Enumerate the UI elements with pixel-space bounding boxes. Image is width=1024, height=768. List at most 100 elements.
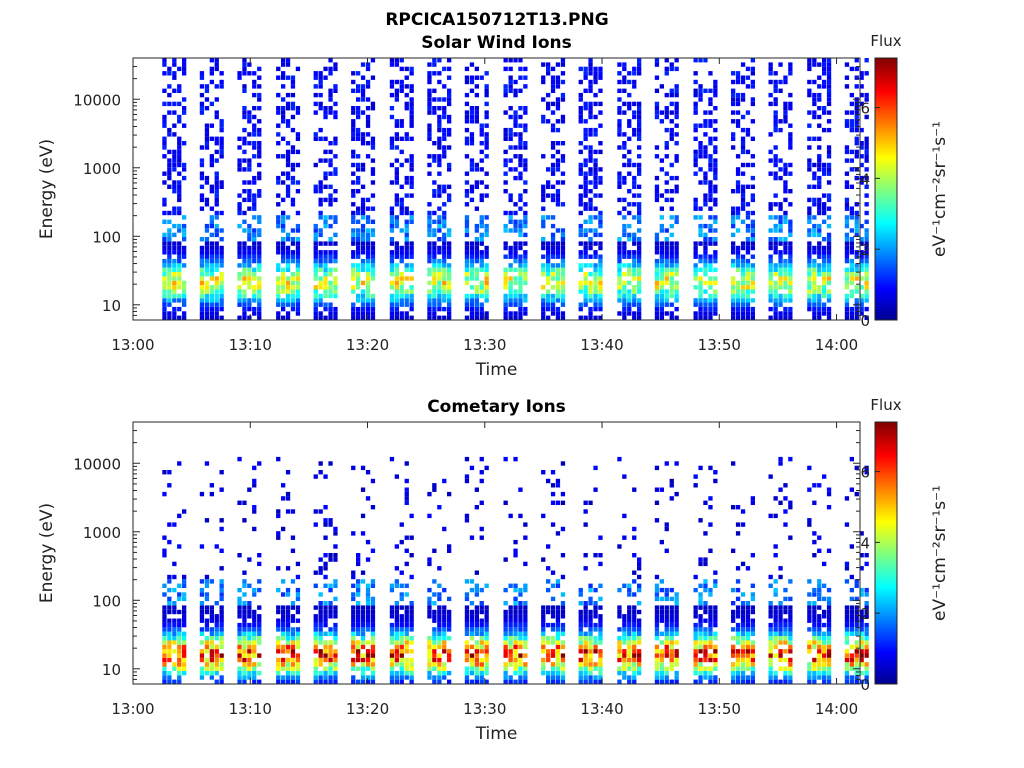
heatmap-cell bbox=[409, 513, 414, 519]
heatmap-cell bbox=[674, 106, 679, 111]
heatmap-cell bbox=[637, 110, 642, 115]
heatmap-cell bbox=[484, 223, 489, 229]
heatmap-cell bbox=[578, 263, 583, 268]
heatmap-cell bbox=[518, 627, 523, 632]
heatmap-cell bbox=[864, 280, 869, 286]
heatmap-cell bbox=[399, 649, 404, 654]
heatmap-cell bbox=[812, 215, 817, 220]
heatmap-cell bbox=[484, 272, 489, 277]
heatmap-cell bbox=[219, 605, 224, 610]
heatmap-cell bbox=[209, 293, 214, 299]
heatmap-cell bbox=[788, 263, 793, 268]
heatmap-cell bbox=[365, 123, 371, 128]
heatmap-cell bbox=[555, 636, 561, 641]
heatmap-cell bbox=[703, 298, 708, 303]
heatmap-cell bbox=[560, 298, 566, 303]
heatmap-cell bbox=[172, 154, 177, 159]
heatmap-cell bbox=[464, 276, 470, 281]
heatmap-cell bbox=[698, 627, 703, 632]
heatmap-cell bbox=[674, 141, 679, 146]
heatmap-cell bbox=[257, 553, 262, 558]
heatmap-cell bbox=[370, 141, 376, 146]
heatmap-cell bbox=[177, 622, 182, 628]
heatmap-cell bbox=[555, 263, 561, 268]
heatmap-cell bbox=[204, 180, 210, 185]
heatmap-cell bbox=[731, 298, 736, 303]
heatmap-cell bbox=[503, 210, 508, 216]
heatmap-cell bbox=[313, 254, 318, 259]
heatmap-cell bbox=[583, 75, 588, 80]
heatmap-cell bbox=[503, 662, 508, 667]
heatmap-cell bbox=[812, 110, 817, 115]
heatmap-cell bbox=[162, 171, 167, 176]
heatmap-cell bbox=[713, 662, 718, 667]
heatmap-cell bbox=[560, 202, 566, 207]
heatmap-cell bbox=[550, 263, 556, 268]
heatmap-cell bbox=[237, 605, 242, 610]
heatmap-cell bbox=[578, 618, 583, 623]
heatmap-cell bbox=[479, 302, 484, 307]
heatmap-cell bbox=[807, 302, 812, 307]
heatmap-cell bbox=[484, 141, 489, 146]
heatmap-cell bbox=[404, 500, 409, 505]
heatmap-cell bbox=[807, 162, 812, 168]
heatmap-cell bbox=[555, 666, 561, 671]
heatmap-cell bbox=[399, 162, 404, 168]
heatmap-cell bbox=[664, 675, 669, 680]
heatmap-cell bbox=[637, 653, 642, 658]
heatmap-cell bbox=[518, 636, 523, 641]
heatmap-cell bbox=[735, 306, 741, 312]
heatmap-cell bbox=[247, 71, 252, 76]
heatmap-cell bbox=[598, 289, 603, 294]
heatmap-cell bbox=[257, 228, 262, 233]
heatmap-cell bbox=[237, 254, 242, 259]
heatmap-cell bbox=[693, 315, 698, 320]
heatmap-cell bbox=[199, 84, 205, 89]
heatmap-cell bbox=[541, 622, 546, 628]
heatmap-cell bbox=[162, 679, 167, 684]
heatmap-cell bbox=[247, 644, 252, 650]
heatmap-cell bbox=[768, 101, 773, 107]
heatmap-cell bbox=[854, 311, 859, 316]
heatmap-cell bbox=[484, 232, 489, 238]
heatmap-cell bbox=[290, 106, 296, 111]
heatmap-cell bbox=[518, 193, 523, 198]
heatmap-cell bbox=[360, 206, 366, 211]
heatmap-cell bbox=[281, 657, 286, 663]
heatmap-cell bbox=[659, 119, 664, 124]
heatmap-cell bbox=[204, 197, 210, 203]
heatmap-cell bbox=[864, 241, 869, 246]
heatmap-cell bbox=[664, 293, 669, 299]
heatmap-cell bbox=[464, 75, 470, 80]
heatmap-cell bbox=[281, 666, 286, 671]
heatmap-cell bbox=[442, 114, 447, 120]
heatmap-cell bbox=[817, 263, 822, 268]
heatmap-cell bbox=[864, 97, 869, 102]
heatmap-cell bbox=[276, 241, 281, 246]
heatmap-cell bbox=[409, 66, 414, 72]
heatmap-cell bbox=[295, 670, 301, 676]
heatmap-cell bbox=[182, 666, 187, 671]
heatmap-cell bbox=[204, 622, 210, 628]
heatmap-cell bbox=[399, 272, 404, 277]
heatmap-cell bbox=[513, 79, 518, 85]
heatmap-cell bbox=[659, 596, 664, 602]
heatmap-cell bbox=[560, 553, 566, 558]
heatmap-cell bbox=[783, 114, 788, 120]
heatmap-cell bbox=[513, 627, 518, 632]
heatmap-cell bbox=[285, 189, 291, 194]
heatmap-cell bbox=[740, 206, 746, 211]
heatmap-cell bbox=[703, 132, 708, 137]
heatmap-cell bbox=[252, 267, 257, 272]
heatmap-cell bbox=[295, 609, 301, 615]
heatmap-cell bbox=[617, 276, 622, 281]
heatmap-cell bbox=[447, 127, 452, 133]
heatmap-cell bbox=[788, 285, 793, 290]
heatmap-cell bbox=[859, 180, 864, 185]
heatmap-cell bbox=[333, 609, 338, 615]
heatmap-cell bbox=[257, 306, 262, 312]
heatmap-cell bbox=[555, 657, 561, 663]
heatmap-cell bbox=[285, 62, 291, 67]
heatmap-cell bbox=[598, 232, 603, 238]
heatmap-cell bbox=[598, 614, 603, 619]
